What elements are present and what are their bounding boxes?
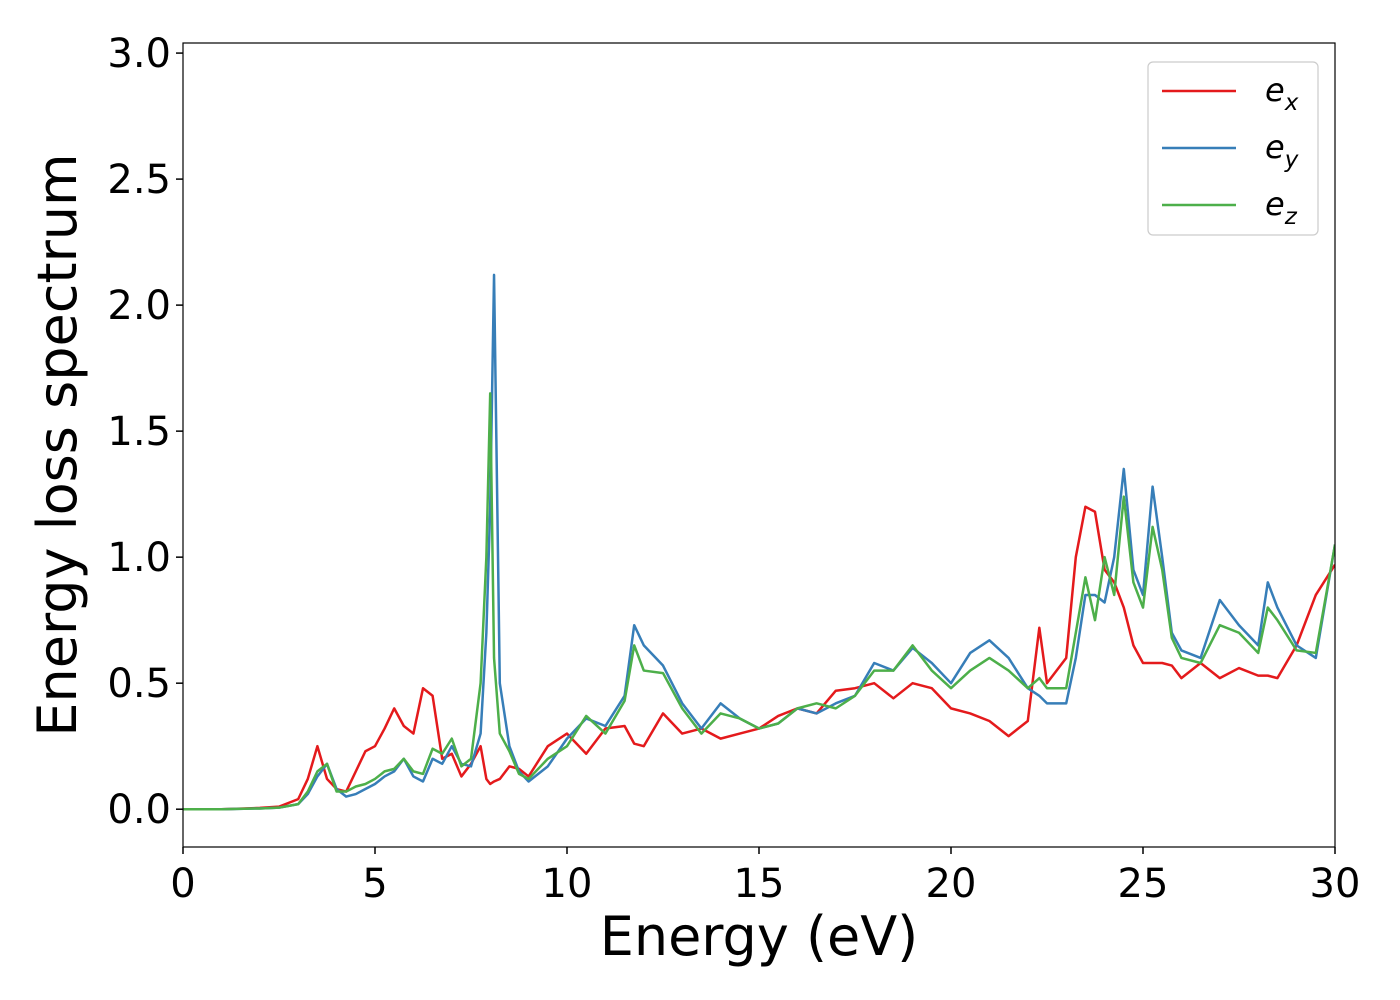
y-tick-label: 2.0 bbox=[107, 283, 171, 329]
series-line bbox=[183, 392, 1335, 811]
legend-sub: z bbox=[1284, 204, 1298, 230]
x-tick-label: 20 bbox=[926, 861, 977, 907]
plot-frame bbox=[182, 42, 1336, 848]
legend-name: e bbox=[1265, 71, 1285, 109]
legend-name: e bbox=[1265, 128, 1285, 166]
y-tick-label: 1.5 bbox=[107, 409, 171, 455]
y-tick-label: 0.5 bbox=[107, 661, 171, 707]
legend-name: e bbox=[1265, 185, 1285, 223]
series-line bbox=[183, 273, 1335, 811]
series-line bbox=[183, 505, 1335, 811]
legend-sub: x bbox=[1284, 90, 1299, 116]
y-axis-label: Energy loss spectrum bbox=[26, 153, 89, 736]
x-tick-label: 15 bbox=[734, 861, 785, 907]
legend-label: ex bbox=[1265, 71, 1299, 116]
legend-label: ey bbox=[1265, 128, 1299, 173]
y-tick-label: 1.0 bbox=[107, 535, 171, 581]
legend-sub: y bbox=[1284, 147, 1299, 173]
x-axis-label: Energy (eV) bbox=[600, 905, 919, 968]
x-tick-label: 30 bbox=[1310, 861, 1361, 907]
y-tick-label: 0.0 bbox=[107, 787, 171, 833]
legend-label: ez bbox=[1265, 185, 1298, 230]
x-tick-label: 5 bbox=[362, 861, 387, 907]
y-tick-label: 3.0 bbox=[107, 31, 171, 77]
x-tick-label: 25 bbox=[1118, 861, 1169, 907]
y-tick-label: 2.5 bbox=[107, 157, 171, 203]
x-tick-label: 0 bbox=[170, 861, 195, 907]
x-tick-label: 10 bbox=[542, 861, 593, 907]
